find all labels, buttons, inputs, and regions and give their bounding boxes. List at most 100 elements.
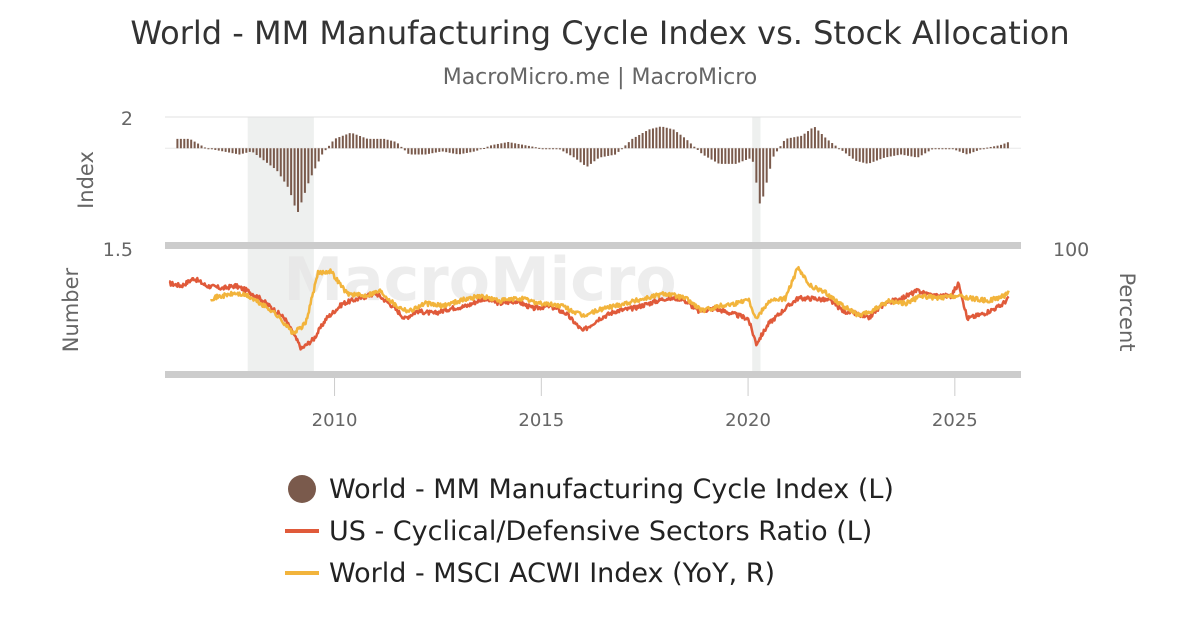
mfg-index-bar-98 [514,143,517,149]
mfg-index-bar-116 [576,148,579,160]
legend-marker-acwi [285,571,319,575]
mfg-index-bar-237 [993,146,996,149]
mfg-index-bar-170 [762,148,765,197]
mfg-index-bar-142 [665,127,668,149]
mfg-index-bar-27 [269,148,272,166]
mfg-index-bar-128 [617,148,620,152]
mfg-index-bar-240 [1003,143,1006,149]
mfg-index-bar-19 [241,148,244,154]
mfg-index-bar-196 [851,148,854,159]
mfg-index-bar-154 [707,148,710,158]
mfg-index-bar-226 [955,148,958,151]
mfg-index-bar-101 [524,145,527,149]
mfg-index-bar-236 [989,146,992,149]
mfg-index-bar-26 [266,148,269,163]
mfg-index-bar-71 [421,148,424,155]
mfg-index-bar-153 [703,148,706,156]
mfg-index-bar-125 [607,148,610,156]
mfg-index-bar-94 [500,143,503,149]
mfg-index-bar-32 [286,148,289,187]
mfg-index-bar-214 [913,148,916,158]
mfg-index-bar-165 [745,148,748,160]
mfg-index-bar-29 [276,148,279,172]
panel-divider-bottom [165,371,1021,378]
mfg-index-bar-31 [283,148,286,182]
mfg-index-bar-53 [359,136,362,149]
mfg-index-bar-68 [410,148,413,155]
mfg-index-bar-77 [441,148,444,152]
mfg-index-bar-164 [741,148,744,162]
mfg-index-bar-2 [183,138,186,149]
mfg-index-bar-241 [1006,142,1009,149]
mfg-index-bar-132 [631,138,634,149]
mfg-index-bar-72 [424,148,427,155]
mfg-index-bar-195 [848,148,851,157]
x-tick-label-2025: 2025 [932,410,978,431]
mfg-index-bar-172 [769,148,772,169]
mfg-index-bar-82 [458,148,461,155]
mfg-index-bar-145 [676,132,679,149]
mfg-index-bar-131 [627,142,630,149]
legend-item-cyc-def-ratio[interactable]: US - Cyclical/Defensive Sectors Ratio (L… [285,510,894,552]
mfg-index-bar-70 [417,148,420,155]
mfg-index-bar-198 [858,148,861,162]
mfg-index-bar-87 [476,148,479,151]
mfg-index-bar-235 [986,147,989,149]
mfg-index-bar-161 [731,148,734,164]
mfg-index-bar-119 [586,148,589,167]
mfg-index-bar-8 [203,147,206,149]
mfg-index-bar-91 [489,145,492,149]
series-lines [168,265,1010,351]
mfg-index-bar-64 [396,143,399,149]
mfg-index-bar-209 [896,148,899,156]
mfg-index-bar-79 [448,148,451,153]
mfg-index-bar-33 [290,148,293,196]
mfg-index-bar-155 [710,148,713,160]
mfg-index-bar-147 [682,137,685,149]
mfg-index-bar-99 [517,143,520,149]
mfg-index-bar-177 [786,138,789,149]
mfg-index-bar-234 [982,148,985,150]
legend-marker-mfg-index [288,475,316,503]
panel-dividers [165,242,1021,378]
mfg-index-bar-239 [1000,144,1003,149]
series-line-acwi [210,265,1010,335]
mfg-index-bar-124 [603,148,606,157]
mfg-index-bar-139 [655,127,658,149]
mfg-index-bar-6 [197,143,200,149]
panel-divider-top [165,242,1021,249]
mfg-index-bar-62 [390,140,393,149]
mfg-index-bar-194 [844,148,847,154]
mfg-index-bar-109 [552,148,555,150]
mfg-index-bar-228 [962,148,965,153]
mfg-index-bar-108 [548,148,551,150]
mfg-index-bar-13 [221,148,224,152]
mfg-index-bar-167 [751,148,754,162]
mfg-index-bar-74 [431,148,434,154]
mfg-index-bar-188 [824,137,827,149]
mfg-index-bar-221 [937,148,940,150]
mfg-index-bar-220 [934,148,937,150]
legend-item-mfg-index[interactable]: World - MM Manufacturing Cycle Index (L) [285,468,894,510]
mfg-index-bar-47 [338,137,341,149]
mfg-index-bar-55 [365,138,368,149]
mfg-index-bar-104 [534,147,537,149]
mfg-index-bar-217 [924,148,927,154]
mfg-index-bar-57 [372,138,375,149]
mfg-index-bar-129 [620,148,623,150]
mfg-index-bar-41 [317,148,320,162]
mfg-index-bar-159 [724,148,727,164]
mfg-index-bar-179 [793,137,796,149]
mfg-index-bar-36 [300,148,303,203]
mfg-index-bar-89 [483,147,486,149]
mfg-index-bar-100 [521,144,524,149]
mfg-index-bar-222 [941,148,944,150]
legend-item-acwi[interactable]: World - MSCI ACWI Index (YoY, R) [285,552,894,594]
mfg-index-bar-7 [200,145,203,149]
mfg-index-bar-211 [903,148,906,156]
mfg-index-bar-115 [572,148,575,158]
mfg-index-bar-18 [238,148,241,155]
mfg-index-bar-25 [262,148,265,161]
mfg-index-bar-190 [831,143,834,149]
axis-labels: 2 1.5 100 Index Number Percent 2010 2015 2020 202… [59,108,1139,431]
